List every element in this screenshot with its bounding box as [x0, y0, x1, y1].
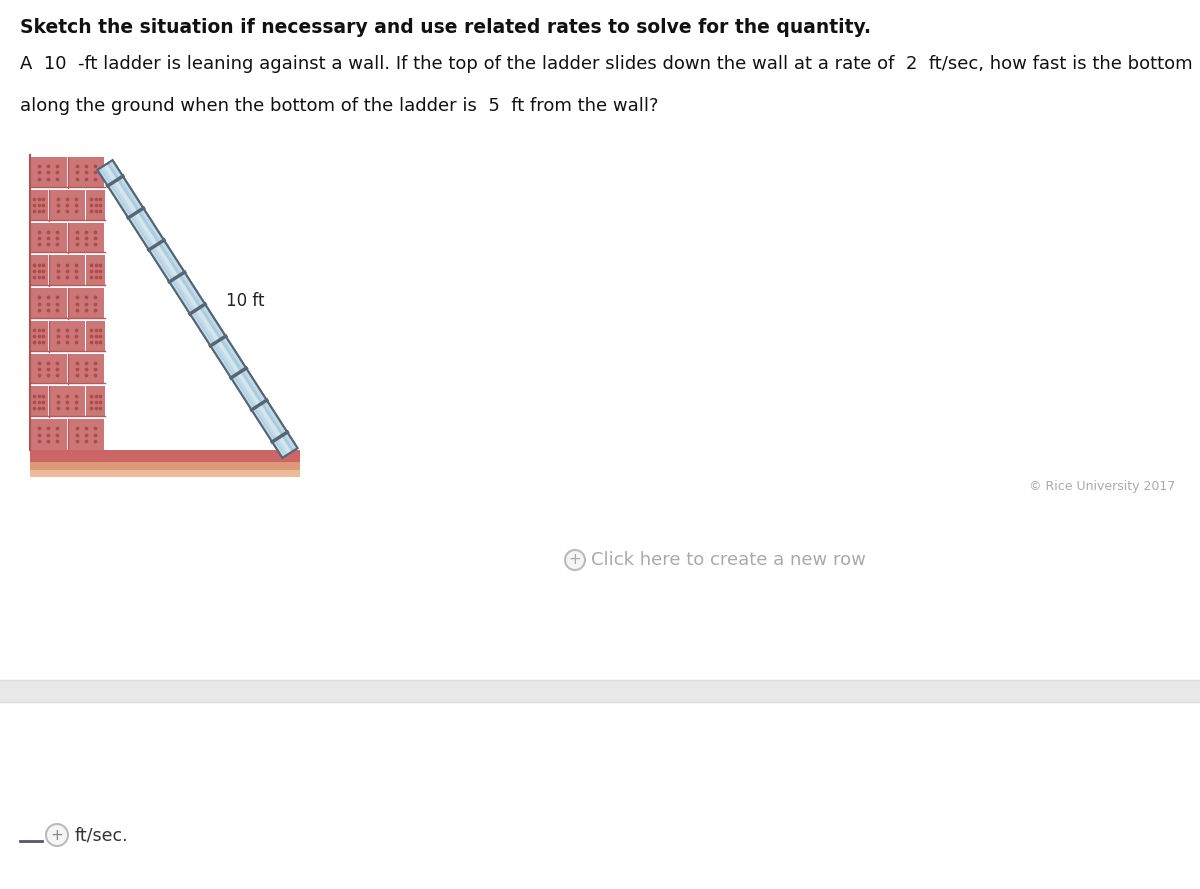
Bar: [67, 222, 104, 253]
Polygon shape: [103, 164, 292, 454]
Bar: [67, 354, 104, 384]
Polygon shape: [109, 161, 296, 451]
Bar: [86, 387, 106, 417]
Text: +: +: [50, 828, 64, 843]
Text: Click here to create a new row: Click here to create a new row: [592, 551, 866, 569]
Text: A  10  -ft ladder is leaning against a wall. If the top of the ladder slides dow: A 10 -ft ladder is leaning against a wal…: [20, 55, 1200, 73]
Text: © Rice University 2017: © Rice University 2017: [1028, 480, 1175, 493]
Bar: [49, 387, 85, 417]
Text: along the ground when the bottom of the ladder is  5  ft from the wall?: along the ground when the bottom of the …: [20, 97, 659, 115]
Circle shape: [46, 824, 68, 846]
Bar: [86, 189, 106, 220]
Bar: [30, 288, 66, 319]
Bar: [49, 321, 85, 352]
Polygon shape: [97, 168, 284, 458]
Bar: [67, 157, 104, 188]
Text: ft/sec.: ft/sec.: [74, 826, 128, 844]
Bar: [30, 420, 66, 450]
Text: Sketch the situation if necessary and use related rates to solve for the quantit: Sketch the situation if necessary and us…: [20, 18, 871, 37]
Bar: [30, 462, 300, 470]
Bar: [30, 157, 66, 188]
Bar: [30, 354, 66, 384]
Bar: [30, 387, 48, 417]
Bar: [30, 450, 300, 462]
Bar: [30, 255, 48, 286]
Bar: [30, 222, 66, 253]
Text: +: +: [569, 552, 581, 567]
Bar: [30, 189, 48, 220]
Text: 10 ft: 10 ft: [226, 292, 264, 310]
Bar: [86, 321, 106, 352]
Polygon shape: [101, 166, 288, 456]
Bar: [30, 321, 48, 352]
Polygon shape: [97, 160, 298, 458]
Bar: [67, 288, 104, 319]
Bar: [49, 189, 85, 220]
Bar: [49, 255, 85, 286]
Bar: [86, 255, 106, 286]
Bar: [0, 680, 1200, 702]
Circle shape: [565, 550, 586, 570]
Bar: [30, 470, 300, 477]
Bar: [67, 420, 104, 450]
